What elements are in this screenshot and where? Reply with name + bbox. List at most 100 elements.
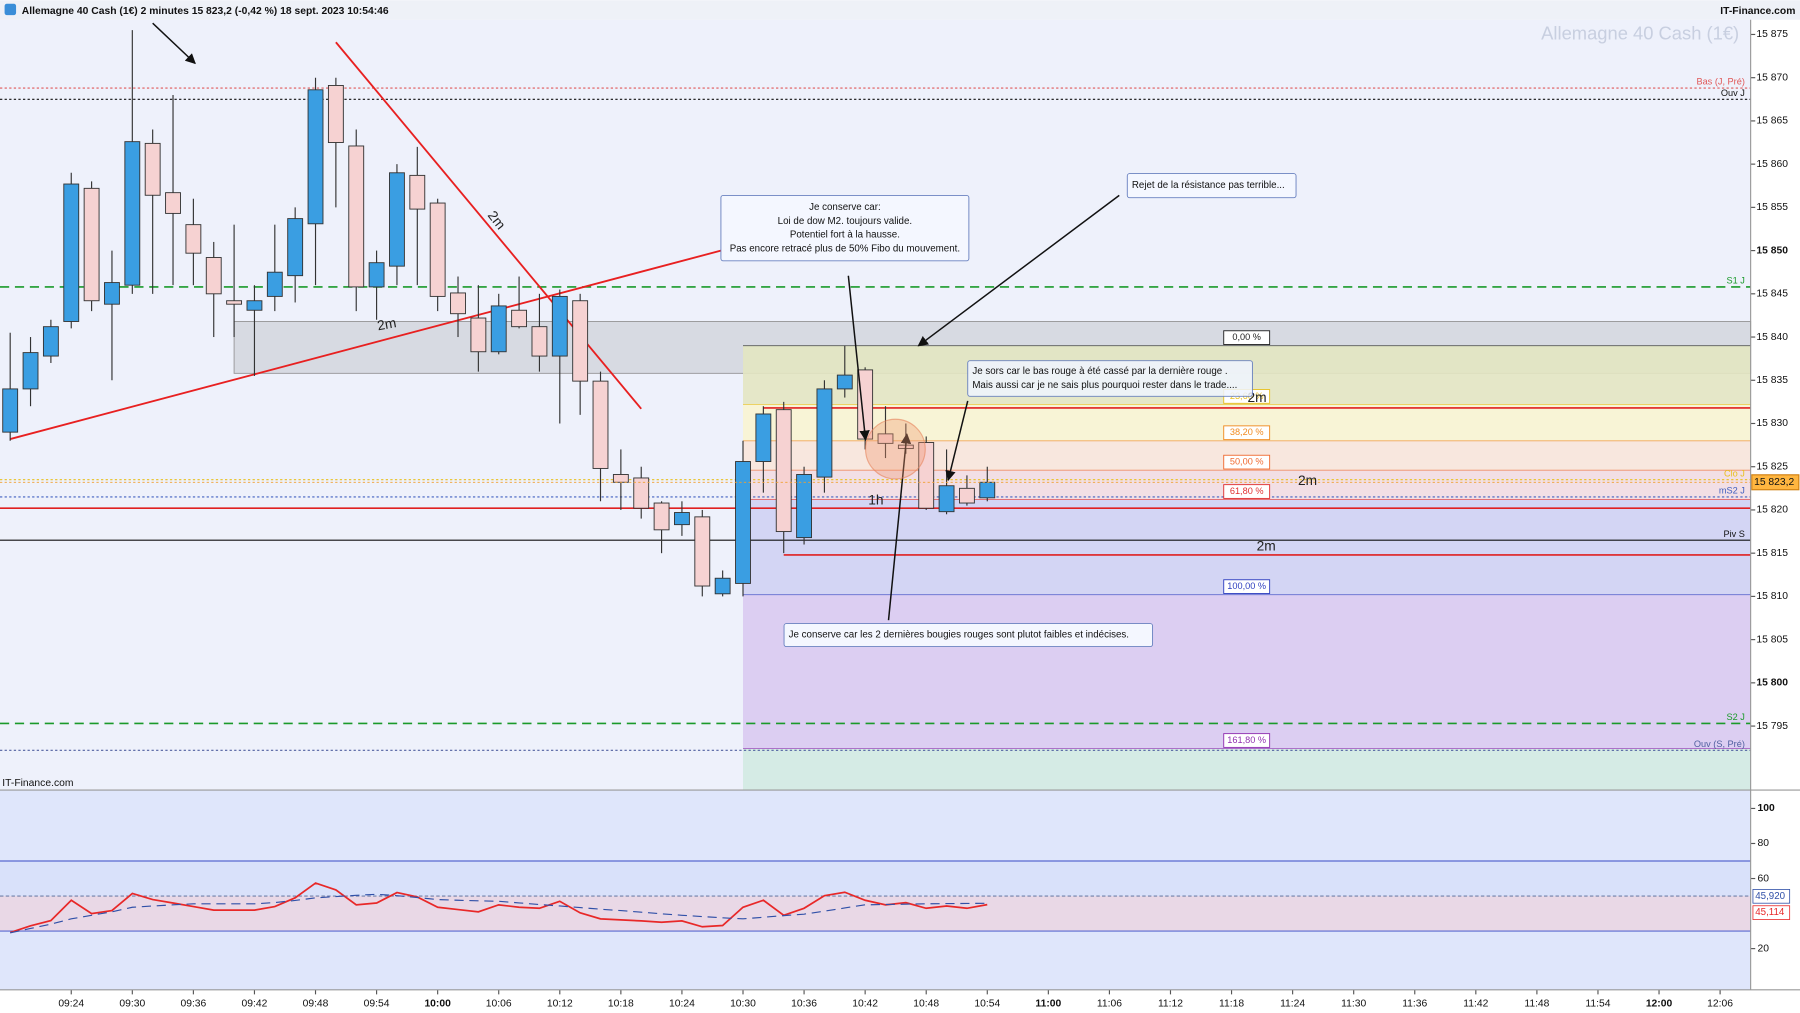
- candle-body: [979, 481, 996, 499]
- candle-body: [327, 85, 344, 143]
- timeframe-label: 2m: [1257, 538, 1276, 553]
- candle-body: [918, 442, 935, 509]
- candle-body: [226, 300, 243, 305]
- x-tick-label: 10:48: [913, 998, 939, 1009]
- x-tick-label: 12:06: [1707, 998, 1733, 1009]
- pivot-level-label: Bas (J, Pré): [1696, 77, 1744, 87]
- rsi-value-label: 45,920: [1755, 891, 1785, 902]
- y-tick-label: 15 810: [1756, 591, 1788, 602]
- annotation-arrow: [152, 22, 196, 65]
- candle-body: [511, 309, 528, 328]
- rsi-value-box: [1752, 905, 1791, 920]
- fibo-label-box: [1223, 425, 1271, 441]
- candle-body: [735, 461, 751, 584]
- candle-body: [694, 516, 711, 587]
- fibo-label-box: [1223, 733, 1271, 748]
- candle-body: [42, 326, 59, 357]
- x-tick-label: 11:36: [1402, 998, 1427, 1009]
- x-tick-label: 09:54: [364, 998, 390, 1009]
- pivot-level-label: Ouv (S, Pré): [1694, 739, 1745, 749]
- y-tick-label: 15 795: [1756, 721, 1788, 732]
- trendline: [9, 238, 764, 440]
- app-icon[interactable]: [4, 3, 17, 16]
- x-tick-label: 10:12: [547, 998, 573, 1009]
- annotation-arrow: [887, 433, 912, 621]
- y-tick-label: 15 805: [1756, 634, 1788, 645]
- candle-body: [796, 474, 812, 539]
- callout-box: [720, 194, 970, 262]
- callout-box: [967, 360, 1253, 397]
- candle-body: [409, 174, 426, 210]
- rsi-band: [0, 896, 1751, 932]
- candle-body: [165, 192, 181, 214]
- timeframe-label: 2m: [1298, 473, 1317, 488]
- x-tick-label: 10:42: [852, 998, 878, 1009]
- callout-text: Rejet de la résistance pas terrible...: [1132, 180, 1285, 191]
- candle-body: [959, 487, 975, 504]
- header-source[interactable]: IT-Finance.com: [1720, 6, 1795, 17]
- y-tick-label: 15 800: [1756, 678, 1788, 689]
- candle-body: [470, 317, 487, 353]
- candle-body: [714, 577, 731, 595]
- y-tick-label: 15 855: [1756, 202, 1788, 213]
- annotation-arrow: [847, 275, 870, 441]
- fibo-label-box: [1223, 579, 1271, 594]
- x-tick-label: 10:30: [730, 998, 756, 1009]
- x-tick-label: 12:00: [1646, 998, 1673, 1009]
- x-tick-label: 10:06: [486, 998, 512, 1009]
- pivot-level-label: Piv S: [1723, 529, 1744, 539]
- candle-body: [572, 300, 589, 382]
- y-tick-label: 15 835: [1756, 375, 1788, 386]
- candle-body: [775, 409, 792, 533]
- fibo-band: [743, 499, 1751, 595]
- candle-body: [490, 305, 507, 353]
- x-tick-label: 09:42: [242, 998, 268, 1009]
- y-tick-label: 15 815: [1756, 548, 1788, 559]
- y-tick-label: 60: [1758, 873, 1770, 884]
- candle-body: [22, 352, 39, 390]
- x-tick-label: 11:54: [1585, 998, 1610, 1009]
- callout-text: Je sors car le bas rouge à été cassé par…: [972, 366, 1227, 377]
- x-tick-label: 10:54: [974, 998, 1000, 1009]
- x-tick-label: 10:18: [608, 998, 634, 1009]
- highlight-circle: [864, 418, 926, 480]
- candle-body: [877, 433, 894, 444]
- callout-text: Pas encore retracé plus de 50% Fibo du m…: [730, 243, 960, 254]
- y-tick-label: 15 825: [1756, 461, 1788, 472]
- x-tick-label: 09:48: [303, 998, 329, 1009]
- x-tick-label: 10:24: [669, 998, 695, 1009]
- y-tick-label: 80: [1758, 838, 1770, 849]
- x-tick-label: 11:30: [1341, 998, 1366, 1009]
- x-tick-label: 09:36: [180, 998, 206, 1009]
- candle-body: [389, 172, 405, 267]
- x-tick-label: 11:06: [1097, 998, 1122, 1009]
- y-tick-label: 15 875: [1756, 29, 1788, 40]
- annotation-arrow: [917, 194, 1120, 347]
- y-tick-label: 15 845: [1756, 289, 1788, 300]
- x-tick-label: 11:48: [1524, 998, 1549, 1009]
- y-tick-label: 15 830: [1756, 418, 1788, 429]
- candle-body: [63, 183, 80, 322]
- header-bar: [0, 0, 1800, 20]
- candle-body: [755, 413, 772, 462]
- callout-text: Mais aussi car je ne sais plus pourquoi …: [972, 380, 1237, 391]
- x-tick-label: 09:24: [58, 998, 84, 1009]
- timeframe-label: 2m: [376, 315, 397, 333]
- x-tick-label: 11:00: [1035, 998, 1061, 1009]
- last-price-box: [1751, 474, 1800, 491]
- callout-text: Je conserve car:: [809, 202, 881, 213]
- callout-text: Je conserve car les 2 dernières bougies …: [789, 630, 1129, 641]
- fibo-band: [743, 594, 1751, 749]
- candle-body: [266, 271, 283, 297]
- x-tick-label: 11:12: [1158, 998, 1183, 1009]
- y-tick-label: 15 870: [1756, 72, 1788, 83]
- x-tick-label: 09:30: [119, 998, 145, 1009]
- fibo-label: 61,80 %: [1230, 486, 1264, 496]
- candle-body: [205, 257, 222, 295]
- fibo-label: 38,20 %: [1230, 427, 1264, 437]
- candle-body: [674, 512, 690, 526]
- candle-body: [531, 326, 548, 357]
- candle-body: [83, 187, 100, 302]
